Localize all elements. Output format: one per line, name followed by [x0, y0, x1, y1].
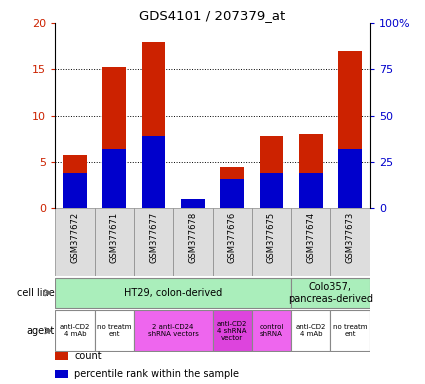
Text: HT29, colon-derived: HT29, colon-derived — [124, 288, 222, 298]
Text: GSM377677: GSM377677 — [149, 212, 158, 263]
Bar — [63, 173, 87, 209]
Text: GSM377675: GSM377675 — [267, 212, 276, 263]
Text: anti-CD2
4 mAb: anti-CD2 4 mAb — [60, 324, 90, 337]
Bar — [331, 310, 370, 351]
Bar — [291, 278, 370, 308]
Bar — [260, 136, 283, 209]
Text: control
shRNA: control shRNA — [259, 324, 283, 337]
Bar — [331, 209, 370, 276]
Bar — [142, 136, 165, 209]
Text: GSM377674: GSM377674 — [306, 212, 315, 263]
Text: 2 anti-CD24
shRNA vectors: 2 anti-CD24 shRNA vectors — [148, 324, 198, 337]
Bar — [55, 209, 94, 276]
Bar — [181, 199, 205, 209]
Bar — [260, 173, 283, 209]
Text: count: count — [74, 351, 102, 361]
Text: Colo357,
pancreas-derived: Colo357, pancreas-derived — [288, 282, 373, 303]
Text: GSM377673: GSM377673 — [346, 212, 354, 263]
Bar — [252, 310, 291, 351]
Bar — [55, 370, 68, 378]
Bar — [55, 351, 68, 360]
Bar — [102, 149, 126, 209]
Bar — [212, 209, 252, 276]
Text: GSM377676: GSM377676 — [228, 212, 237, 263]
Text: cell line: cell line — [17, 288, 54, 298]
Bar — [299, 134, 323, 209]
Bar — [181, 200, 205, 209]
Bar — [94, 209, 134, 276]
Text: GSM377672: GSM377672 — [71, 212, 79, 263]
Bar — [142, 41, 165, 209]
Bar — [55, 278, 291, 308]
Text: no treatm
ent: no treatm ent — [333, 324, 367, 337]
Bar — [291, 310, 331, 351]
Bar — [102, 66, 126, 209]
Bar — [299, 173, 323, 209]
Text: GSM377678: GSM377678 — [188, 212, 197, 263]
Bar — [220, 167, 244, 209]
Bar — [338, 149, 362, 209]
Bar — [338, 51, 362, 209]
Title: GDS4101 / 207379_at: GDS4101 / 207379_at — [139, 9, 286, 22]
Bar — [220, 179, 244, 209]
Bar — [134, 310, 212, 351]
Bar — [134, 209, 173, 276]
Bar — [55, 310, 94, 351]
Text: anti-CD2
4 shRNA
vector: anti-CD2 4 shRNA vector — [217, 321, 247, 341]
Text: GSM377671: GSM377671 — [110, 212, 119, 263]
Bar — [212, 310, 252, 351]
Text: anti-CD2
4 mAb: anti-CD2 4 mAb — [296, 324, 326, 337]
Text: no treatm
ent: no treatm ent — [97, 324, 131, 337]
Bar — [173, 209, 212, 276]
Bar — [94, 310, 134, 351]
Bar — [291, 209, 331, 276]
Text: agent: agent — [26, 326, 54, 336]
Text: percentile rank within the sample: percentile rank within the sample — [74, 369, 239, 379]
Bar — [252, 209, 291, 276]
Bar — [63, 155, 87, 209]
